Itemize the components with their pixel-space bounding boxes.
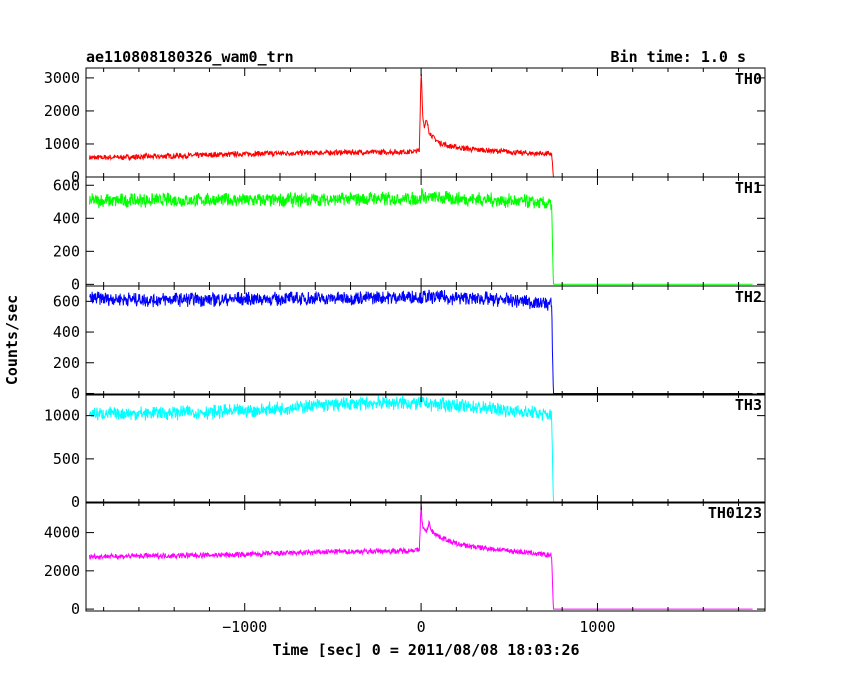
y-tick-label: 0 [71,168,80,186]
y-tick-label: 0 [71,275,80,293]
x-axis-label: Time [sec] 0 = 2011/08/08 18:03:26 [272,641,579,659]
y-tick-label: 0 [71,600,80,618]
y-tick-label: 3000 [44,69,80,87]
series-name-th1: TH1 [735,179,762,197]
series-name-th0123: TH0123 [708,504,762,522]
panel-th0: 0 1000 2000 3000 TH0 [44,67,766,186]
bin-time-label: Bin time: 1.0 s [611,48,746,66]
series-line-th3 [89,395,753,503]
panel-th3: 0 500 1000 TH3 [44,393,766,511]
panels-group: 0 1000 2000 3000 TH0 0 200 400 600 TH1 0 200 400 600 T… [44,67,766,636]
y-tick-label: 200 [53,354,80,372]
series-line-th1 [89,187,753,285]
x-tick-label: 0 [417,618,426,636]
series-name-th0: TH0 [735,70,762,88]
y-tick-label: 0 [71,384,80,402]
y-tick-label: 1000 [44,407,80,425]
x-tick-label: −1000 [222,618,267,636]
x-tick-label: 1000 [579,618,615,636]
panel-th2: 0 200 400 600 TH2 [53,285,766,402]
y-tick-label: 2000 [44,562,80,580]
y-tick-label: 600 [53,292,80,310]
series-name-th2: TH2 [735,288,762,306]
panel-th1: 0 200 400 600 TH1 [53,176,766,293]
series-line-th2 [89,289,753,394]
y-axis-label: Counts/sec [3,295,21,385]
y-tick-label: 1000 [44,135,80,153]
series-line-th0123 [89,505,753,610]
series-name-th3: TH3 [735,396,762,414]
y-tick-label: 4000 [44,524,80,542]
chart-title: ae110808180326_wam0_trn [86,48,294,66]
y-tick-label: 600 [53,176,80,194]
series-line-th0 [89,73,753,178]
panel-th0123: 0 2000 4000 TH0123 [44,501,766,618]
panel-frame [85,285,766,396]
y-tick-label: 500 [53,450,80,468]
y-tick-label: 0 [71,493,80,511]
y-tick-label: 200 [53,242,80,260]
y-tick-label: 400 [53,323,80,341]
panel-frame [85,501,766,612]
panel-frame [85,393,766,504]
y-tick-label: 400 [53,209,80,227]
y-tick-label: 2000 [44,102,80,120]
